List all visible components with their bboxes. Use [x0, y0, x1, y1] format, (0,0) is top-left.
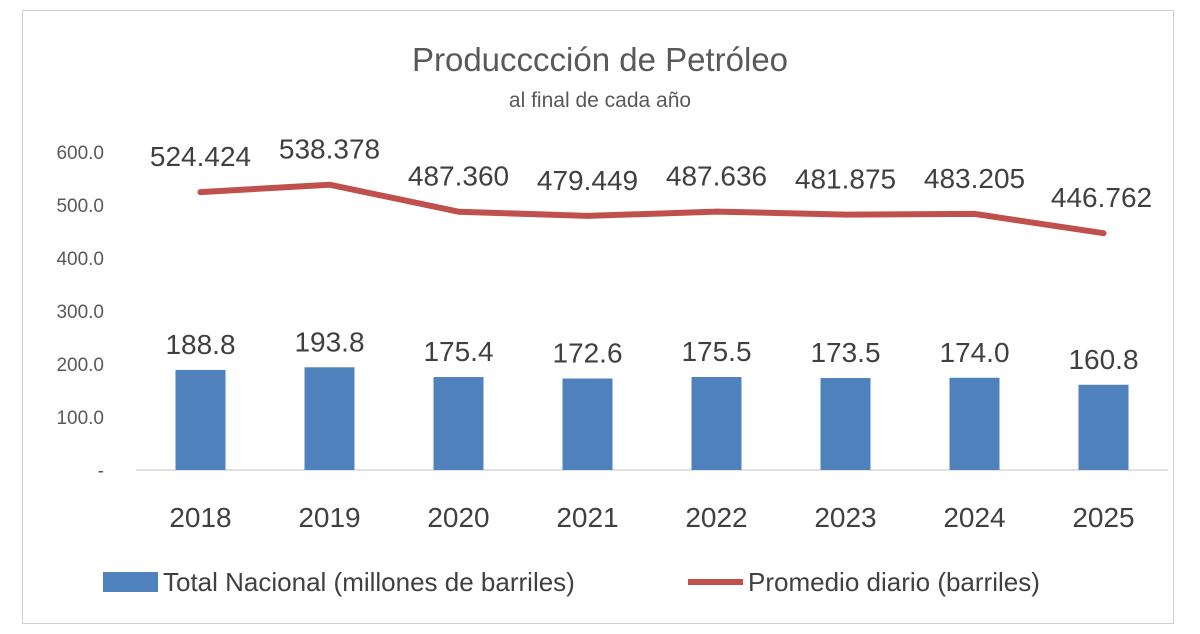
line-data-label: 481.875	[795, 164, 896, 195]
bar	[691, 376, 742, 470]
line-data-label: 538.378	[279, 134, 380, 165]
bar	[433, 377, 484, 470]
y-axis: - 100.0 200.0 300.0 400.0 500.0 600.0	[56, 143, 104, 482]
x-tick-label: 2022	[685, 502, 747, 533]
x-tick-label: 2023	[814, 502, 876, 533]
y-tick-label: -	[98, 461, 104, 482]
y-tick-label: 100.0	[56, 408, 104, 429]
bar-data-label: 175.4	[423, 336, 493, 367]
bar	[304, 367, 355, 470]
line-data-label: 483.205	[924, 163, 1025, 194]
bar	[820, 378, 871, 470]
y-tick-label: 600.0	[56, 143, 104, 164]
chart-frame	[22, 10, 1174, 624]
bar	[562, 378, 613, 470]
x-tick-label: 2021	[556, 502, 618, 533]
line-data-label: 487.360	[408, 161, 509, 192]
x-tick-label: 2019	[298, 502, 360, 533]
bar-data-label: 173.5	[810, 337, 880, 368]
x-tick-label: 2025	[1072, 502, 1134, 533]
y-tick-label: 500.0	[56, 196, 104, 217]
x-tick-label: 2018	[169, 502, 231, 533]
chart-title: Producccción de Petróleo	[412, 41, 788, 78]
bar-data-label: 160.8	[1068, 344, 1138, 375]
line-data-label: 446.762	[1051, 182, 1152, 213]
bar	[949, 377, 1000, 470]
line-data-labels: 524.424 538.378 487.360 479.449 487.636 481.8…	[150, 134, 1152, 214]
bar-data-label: 174.0	[939, 337, 1009, 368]
bar-data-label: 172.6	[552, 338, 622, 369]
x-axis-labels: 2018 2019 2020 2021 2022 2023 2024 2025	[169, 502, 1134, 533]
legend: Total Nacional (millones de barriles) Pro…	[103, 567, 1040, 597]
line-data-label: 479.449	[537, 165, 638, 196]
line-data-label: 487.636	[666, 161, 767, 192]
legend-label-bars: Total Nacional (millones de barriles)	[163, 567, 575, 597]
bar-series	[175, 367, 1129, 470]
bar-data-labels: 188.8 193.8 175.4 172.6 175.5 173.5 174.0 160.8	[165, 326, 1138, 374]
line-data-label: 524.424	[150, 141, 251, 172]
bar	[1078, 384, 1129, 470]
x-tick-label: 2024	[943, 502, 1005, 533]
y-tick-label: 200.0	[56, 355, 104, 376]
y-tick-label: 400.0	[56, 249, 104, 270]
chart-subtitle: al final de cada año	[509, 89, 691, 112]
bar-data-label: 175.5	[681, 336, 751, 367]
line-series-path	[197, 181, 1107, 237]
legend-bar-swatch	[103, 572, 158, 592]
legend-label-line: Promedio diario (barriles)	[748, 567, 1040, 597]
bar-data-label: 188.8	[165, 329, 235, 360]
x-tick-label: 2020	[427, 502, 489, 533]
y-tick-label: 300.0	[56, 302, 104, 323]
bar-data-label: 193.8	[294, 326, 364, 357]
bar	[175, 369, 226, 470]
